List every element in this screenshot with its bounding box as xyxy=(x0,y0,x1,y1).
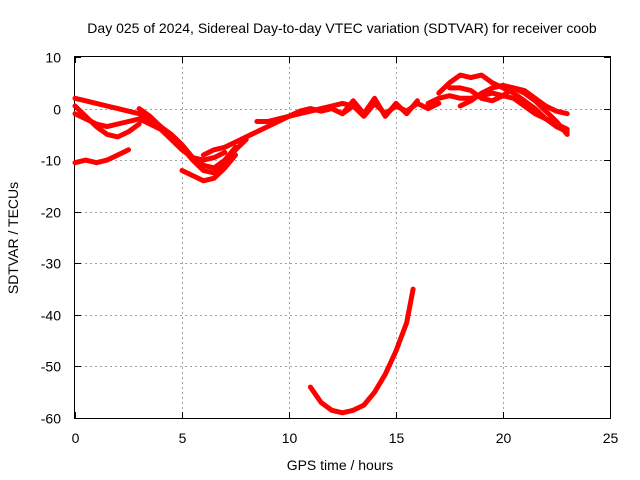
series-track-14 xyxy=(307,286,416,416)
x-tick-label: 10 xyxy=(282,430,298,446)
series-track-4 xyxy=(72,147,131,166)
y-tick-label: 0 xyxy=(53,102,61,118)
x-tick-label: 0 xyxy=(72,430,80,446)
series-track-3 xyxy=(72,103,142,140)
series-track-7 xyxy=(200,100,356,158)
y-tick-label: -50 xyxy=(41,359,61,375)
x-tick-labels: 0 5 10 15 20 25 xyxy=(72,430,619,446)
y-tick-label: 10 xyxy=(45,50,61,66)
x-axis-label: GPS time / hours xyxy=(287,457,394,473)
x-tick-label: 5 xyxy=(179,430,187,446)
series-track-2 xyxy=(72,111,228,163)
series-track-13 xyxy=(457,82,570,137)
y-tick-label: -10 xyxy=(41,153,61,169)
series-track-9 xyxy=(340,95,420,119)
grid-lines xyxy=(75,57,610,418)
y-tick-labels: 10 0 -10 -20 -30 -40 -50 -60 xyxy=(41,50,61,427)
axis-ticks xyxy=(75,57,611,419)
series-track-12 xyxy=(447,85,570,117)
series-track-5 xyxy=(136,106,249,176)
plot-frame xyxy=(74,56,611,419)
series-track-6 xyxy=(179,152,238,184)
x-tick-label: 25 xyxy=(603,430,619,446)
y-tick-label: -60 xyxy=(41,411,61,427)
chart-title: Day 025 of 2024, Sidereal Day-to-day VTE… xyxy=(87,20,597,36)
x-tick-label: 15 xyxy=(389,430,405,446)
y-tick-label: -30 xyxy=(41,256,61,272)
y-tick-label: -40 xyxy=(41,308,61,324)
x-tick-label: 20 xyxy=(496,430,512,446)
y-tick-label: -20 xyxy=(41,205,61,221)
data-series xyxy=(72,72,570,416)
y-axis-label: SDTVAR / TECUs xyxy=(5,182,21,294)
